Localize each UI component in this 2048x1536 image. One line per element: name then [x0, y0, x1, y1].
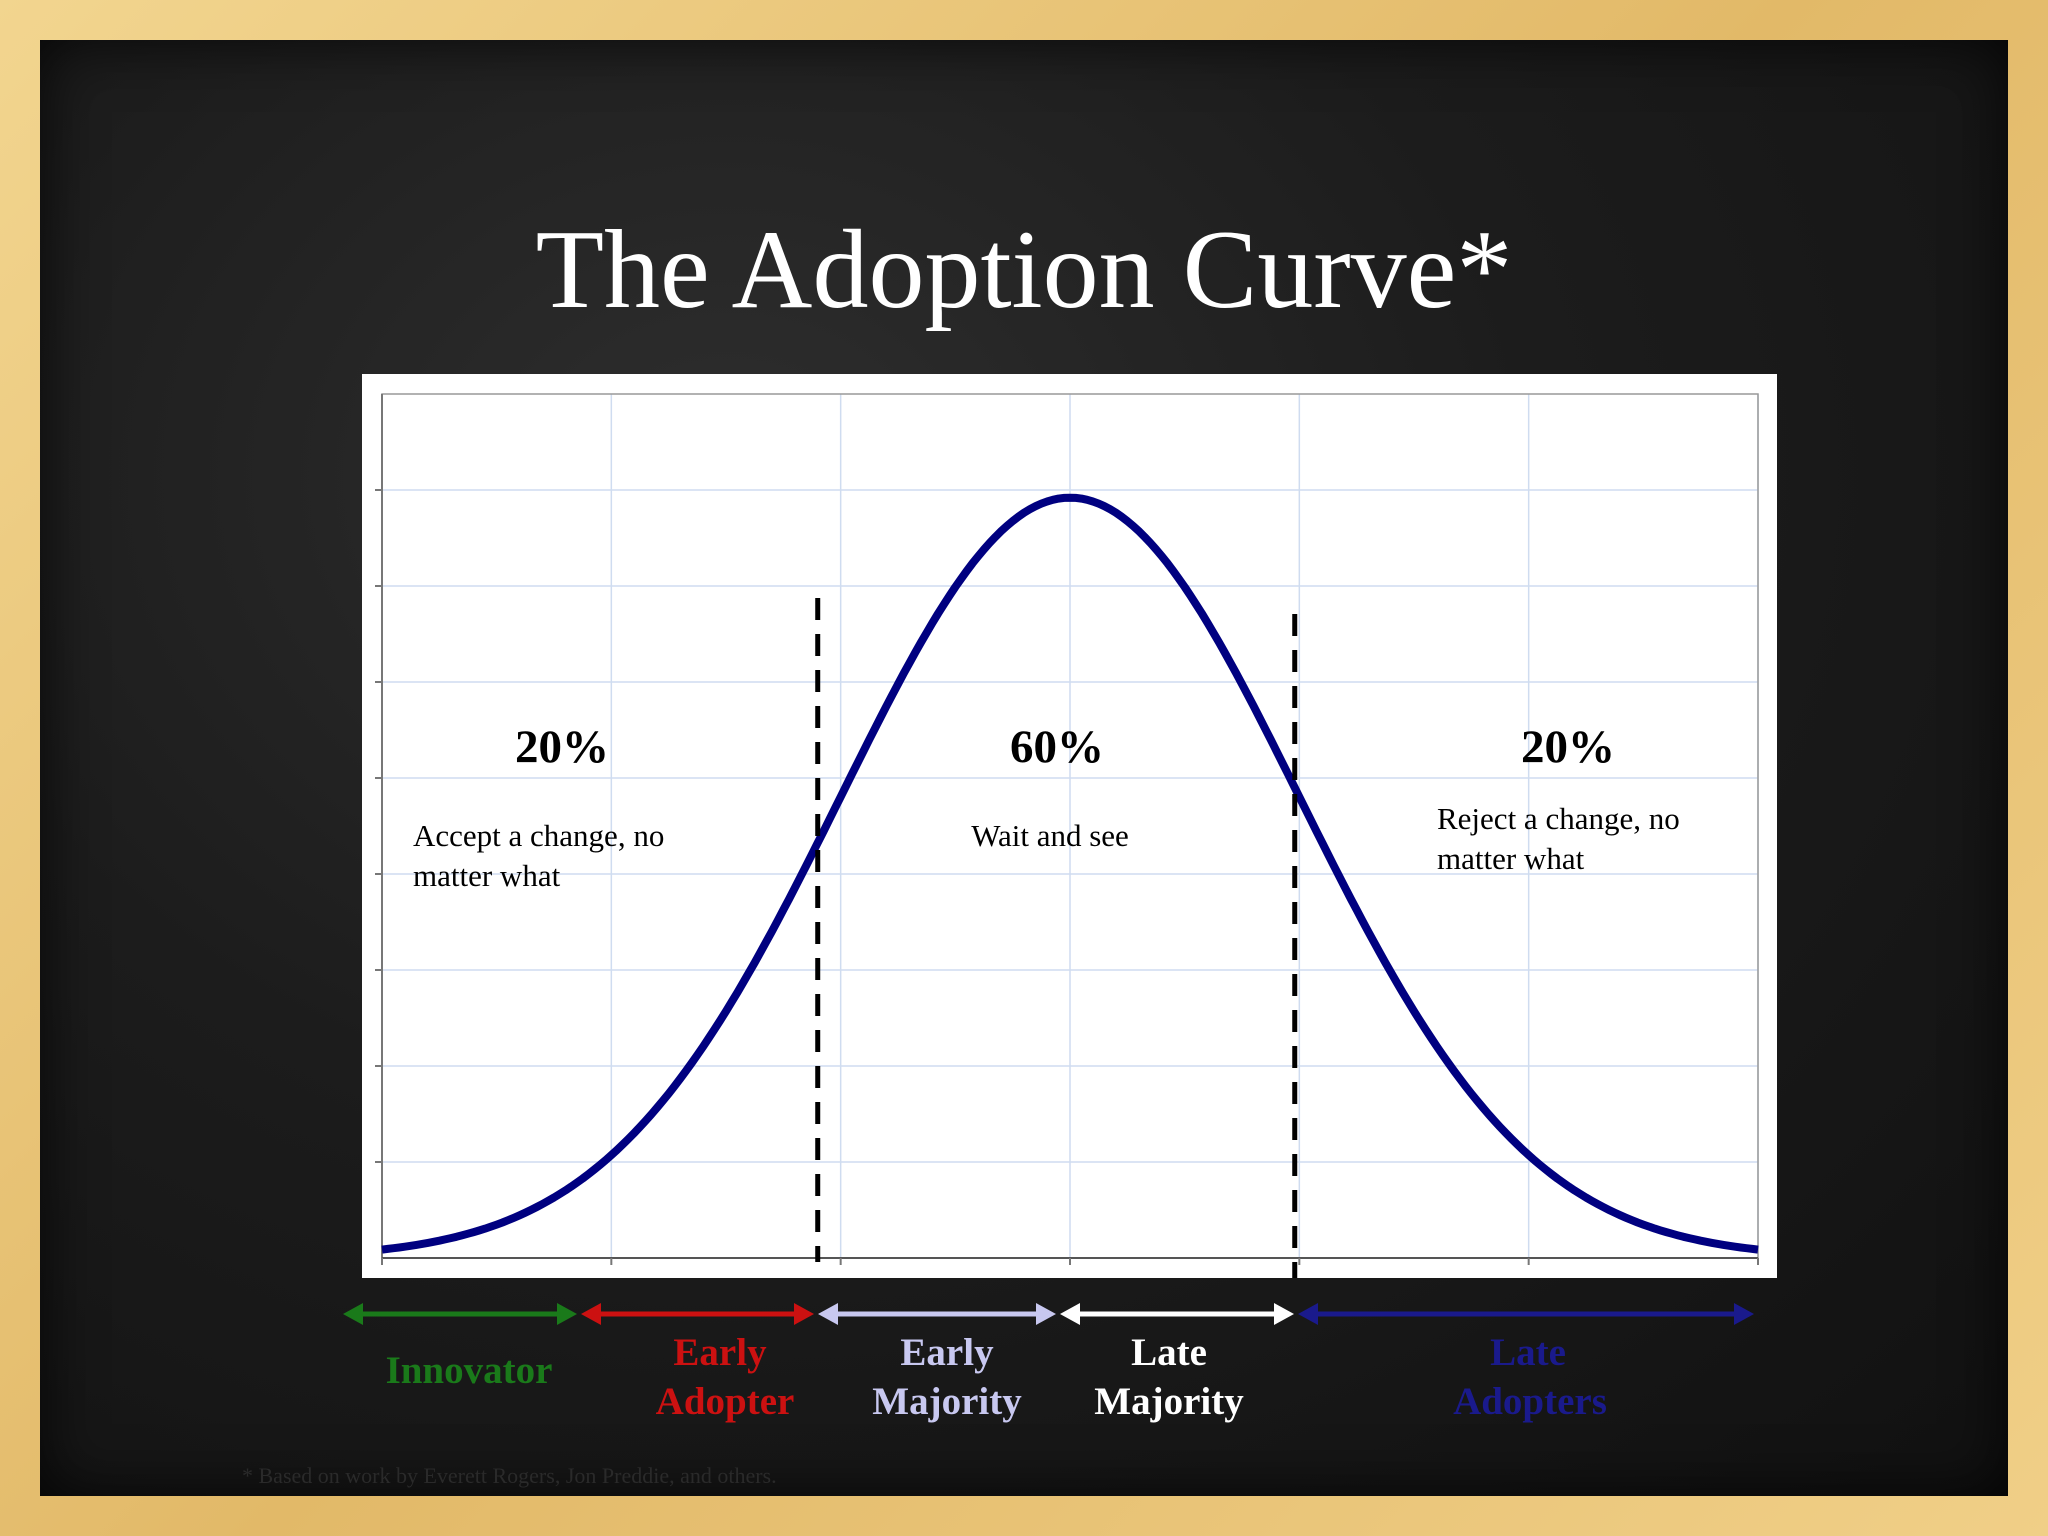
stage-label-late-majority-1: Late — [1131, 1331, 1207, 1374]
arrow-early-adopter — [581, 1303, 814, 1325]
stage-label-early-adopter-2: Adopter — [656, 1380, 795, 1423]
footnote: * Based on work by Everett Rogers, Jon P… — [242, 1463, 777, 1488]
arrow-late-majority — [1060, 1303, 1294, 1325]
group-percent-middle: 60% — [1010, 721, 1104, 773]
group-desc-left-line2: matter what — [413, 858, 561, 893]
group-desc-left-line1: Accept a change, no — [413, 818, 664, 853]
stage-label-innovator: Innovator — [386, 1349, 553, 1392]
arrow-innovator — [343, 1303, 577, 1325]
stage-label-early-adopter-1: Early — [673, 1331, 767, 1374]
group-desc-middle-line1: Wait and see — [971, 818, 1129, 853]
slide-title: The Adoption Curve* — [535, 208, 1513, 332]
group-desc-right-line2: matter what — [1437, 841, 1585, 876]
group-desc-right-line1: Reject a change, no — [1437, 801, 1680, 836]
stage-label-late-adopters-1: Late — [1490, 1331, 1566, 1374]
stage-arrows — [343, 1303, 1754, 1325]
arrow-late-adopters — [1298, 1303, 1754, 1325]
stage-label-early-majority-2: Majority — [872, 1380, 1022, 1423]
stage-label-late-majority-2: Majority — [1094, 1380, 1244, 1423]
group-percent-left: 20% — [515, 721, 609, 773]
bell-curve — [381, 493, 1759, 1254]
arrow-early-majority — [818, 1303, 1056, 1325]
chart-axes — [375, 393, 1759, 1265]
stage-label-early-majority-1: Early — [900, 1331, 994, 1374]
stage-label-late-adopters-2: Adopters — [1453, 1380, 1607, 1423]
group-percent-right: 20% — [1521, 721, 1615, 773]
